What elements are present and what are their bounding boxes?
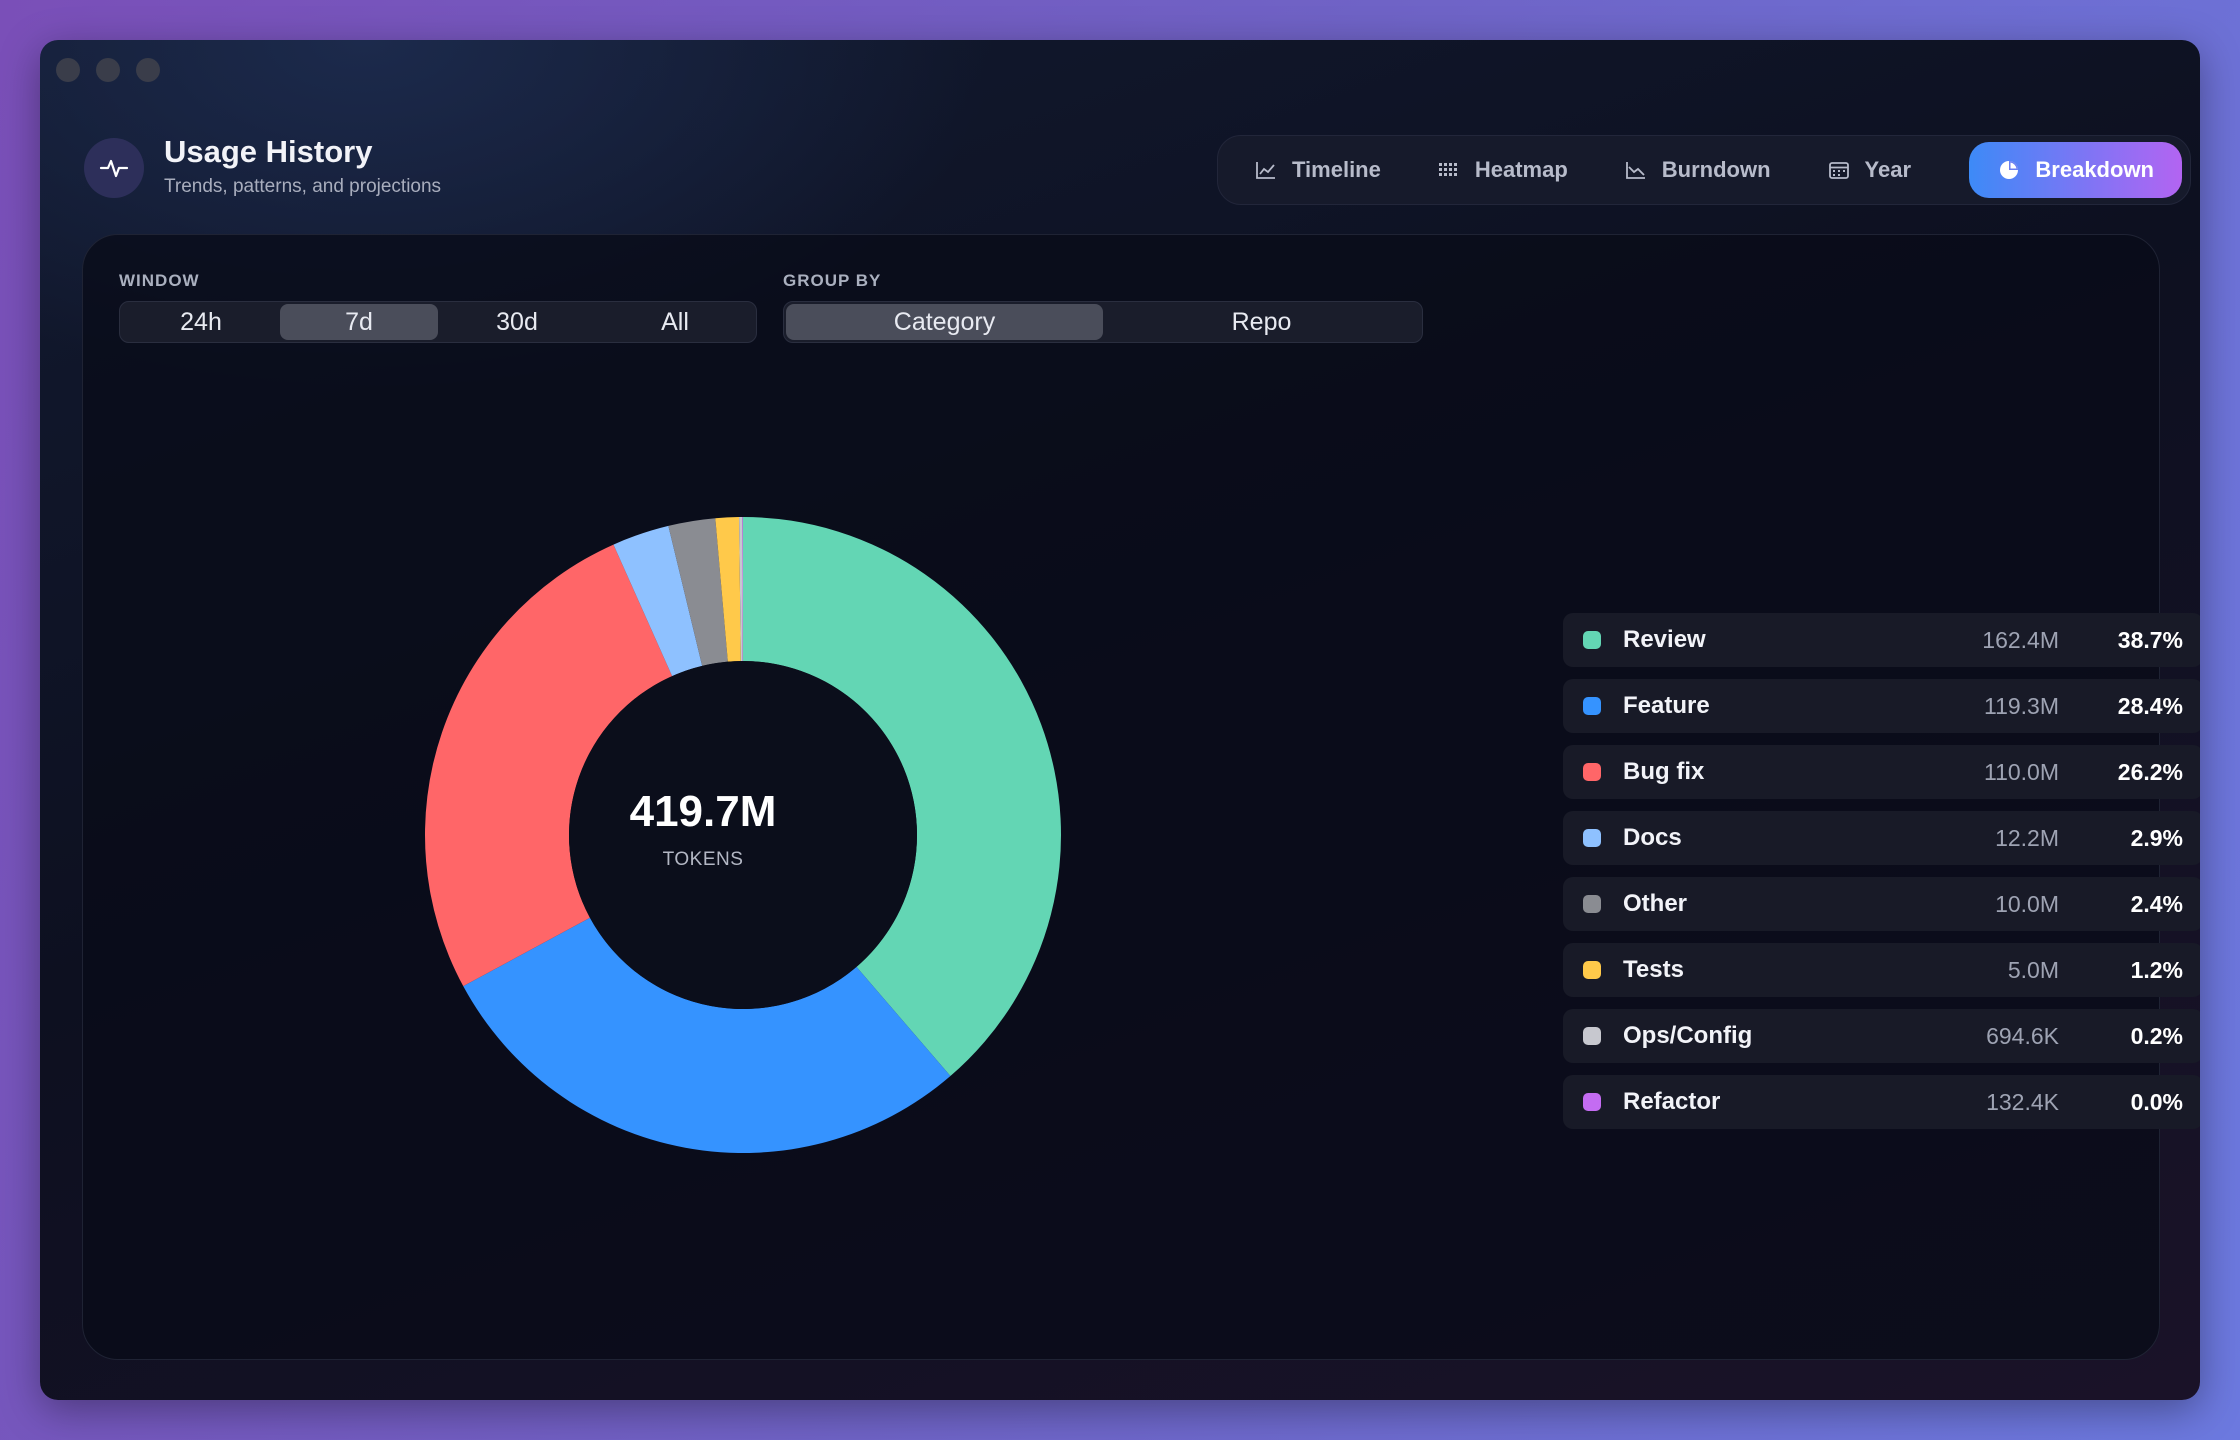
- window-option-30d[interactable]: 30d: [496, 307, 538, 336]
- donut-slice-feature[interactable]: [463, 917, 951, 1153]
- legend-token-count: 119.3M: [1983, 692, 2059, 719]
- legend-category-name: Docs: [1623, 824, 1682, 851]
- legend-swatch: [1583, 895, 1601, 913]
- donut-slice-review[interactable]: [743, 517, 1061, 1077]
- donut-slice-bug-fix[interactable]: [425, 544, 673, 987]
- page-title: Usage History: [164, 134, 373, 169]
- breakdown-legend: Review 162.4M 38.7% Feature 119.3M 28.4% Bug f…: [1563, 613, 2200, 1141]
- tab-label: Heatmap: [1474, 157, 1568, 182]
- donut-slice-other[interactable]: [668, 518, 728, 666]
- legend-row[interactable]: Bug fix 110.0M 26.2%: [1563, 745, 2200, 799]
- group-by-selector: Category Repo: [783, 301, 1423, 343]
- legend-percent: 28.4%: [2117, 692, 2183, 719]
- legend-category-name: Ops/Config: [1623, 1022, 1753, 1049]
- window-controls: [56, 58, 160, 82]
- tab-timeline[interactable]: Timeline: [1226, 142, 1409, 198]
- total-tokens-label: TOKENS: [662, 849, 744, 870]
- legend-category-name: Feature: [1623, 692, 1710, 719]
- area-chart-icon: [1625, 162, 1645, 179]
- tab-breakdown[interactable]: Breakdown: [1969, 142, 2182, 198]
- group-option-repo[interactable]: Repo: [1231, 307, 1292, 336]
- legend-token-count: 110.0M: [1983, 758, 2059, 785]
- tab-year[interactable]: Year: [1799, 142, 1940, 198]
- legend-category-name: Tests: [1623, 956, 1684, 983]
- calendar-icon: [1828, 162, 1849, 179]
- tab-label: Breakdown: [2035, 157, 2154, 182]
- pulse-icon: [84, 138, 144, 198]
- legend-swatch: [1583, 1093, 1601, 1111]
- legend-category-name: Refactor: [1623, 1088, 1721, 1115]
- view-tabs: Timeline Heatmap Burndown Year Breakdown: [1217, 135, 2191, 205]
- donut-slice-docs[interactable]: [613, 525, 703, 677]
- legend-token-count: 12.2M: [1995, 824, 2059, 851]
- pie-chart-icon: [2000, 161, 2019, 179]
- legend-percent: 2.4%: [2130, 890, 2183, 917]
- legend-row[interactable]: Refactor 132.4K 0.0%: [1563, 1075, 2200, 1129]
- close-window-button[interactable]: [56, 58, 80, 82]
- donut-chart: [425, 517, 1061, 1153]
- legend-category-name: Other: [1623, 890, 1688, 917]
- legend-category-name: Bug fix: [1623, 758, 1705, 785]
- legend-token-count: 162.4M: [1982, 626, 2059, 653]
- legend-row[interactable]: Other 10.0M 2.4%: [1563, 877, 2200, 931]
- donut-slice-ops-config[interactable]: [739, 517, 743, 662]
- window-selector: 24h 7d 30d All: [119, 301, 757, 343]
- legend-token-count: 5.0M: [2007, 956, 2059, 983]
- legend-row[interactable]: Tests 5.0M 1.2%: [1563, 943, 2200, 997]
- tab-label: Year: [1864, 157, 1912, 182]
- legend-row[interactable]: Feature 119.3M 28.4%: [1563, 679, 2200, 733]
- tab-label: Burndown: [1661, 157, 1771, 182]
- window-option-all[interactable]: All: [661, 307, 689, 336]
- breakdown-panel: WINDOW 24h 7d 30d All GROUP BY Category …: [82, 234, 2200, 1360]
- legend-percent: 26.2%: [2117, 758, 2183, 785]
- grid-icon: [1438, 163, 1457, 176]
- legend-token-count: 694.6K: [1986, 1022, 2059, 1049]
- legend-row[interactable]: Docs 12.2M 2.9%: [1563, 811, 2200, 865]
- legend-swatch: [1583, 961, 1601, 979]
- page-subtitle: Trends, patterns, and projections: [164, 176, 442, 197]
- tab-label: Timeline: [1292, 157, 1381, 182]
- window-label: WINDOW: [119, 271, 200, 290]
- donut-slice-tests[interactable]: [715, 517, 741, 662]
- minimize-window-button[interactable]: [96, 58, 120, 82]
- app-window: Usage History Trends, patterns, and proj…: [40, 40, 2200, 1400]
- tab-burndown[interactable]: Burndown: [1596, 142, 1799, 198]
- legend-row[interactable]: Review 162.4M 38.7%: [1563, 613, 2200, 667]
- donut-slice-refactor[interactable]: [742, 517, 743, 662]
- legend-percent: 38.7%: [2117, 626, 2183, 653]
- legend-percent: 2.9%: [2130, 824, 2183, 851]
- legend-percent: 1.2%: [2130, 956, 2183, 983]
- legend-swatch: [1583, 697, 1601, 715]
- donut-hole: [569, 661, 917, 1009]
- tab-heatmap[interactable]: Heatmap: [1409, 142, 1596, 198]
- group-option-category[interactable]: Category: [786, 304, 1103, 340]
- legend-swatch: [1583, 763, 1601, 781]
- legend-category-name: Review: [1623, 626, 1706, 653]
- legend-token-count: 10.0M: [1995, 890, 2059, 917]
- legend-percent: 0.0%: [2130, 1088, 2183, 1115]
- maximize-window-button[interactable]: [136, 58, 160, 82]
- legend-percent: 0.2%: [2130, 1022, 2183, 1049]
- legend-token-count: 132.4K: [1986, 1088, 2059, 1115]
- legend-swatch: [1583, 829, 1601, 847]
- legend-swatch: [1583, 631, 1601, 649]
- legend-row[interactable]: Ops/Config 694.6K 0.2%: [1563, 1009, 2200, 1063]
- legend-swatch: [1583, 1027, 1601, 1045]
- window-option-24h[interactable]: 24h: [180, 307, 222, 336]
- window-option-7d[interactable]: 7d: [280, 304, 438, 340]
- total-tokens-value: 419.7M: [629, 787, 777, 836]
- line-chart-icon: [1256, 162, 1275, 179]
- group-by-label: GROUP BY: [783, 271, 882, 290]
